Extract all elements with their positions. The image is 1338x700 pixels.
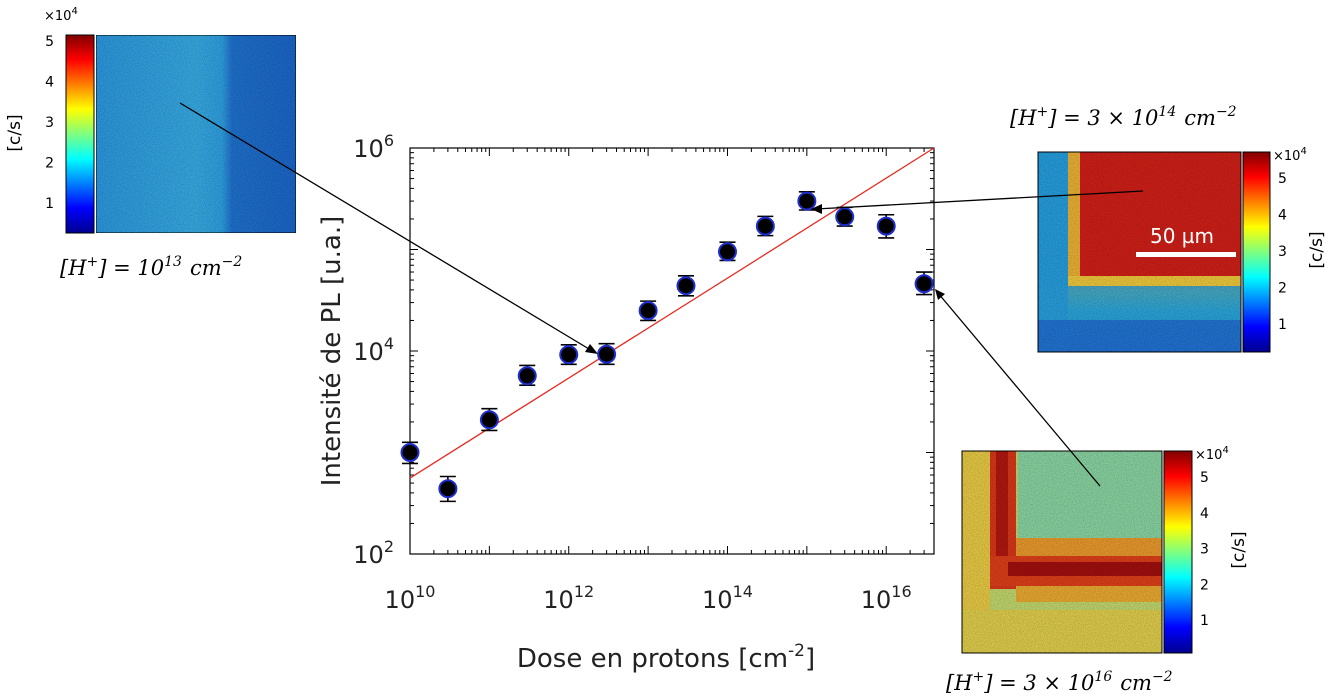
- marker: [914, 274, 934, 294]
- data-point: [517, 364, 537, 387]
- marker: [597, 344, 617, 364]
- colorbar-tick-label: 4: [1278, 208, 1287, 224]
- marker: [676, 276, 696, 296]
- arrowhead-left: [585, 344, 598, 354]
- x-axis-label: Dose en protons [cm-2]: [517, 641, 815, 674]
- arrow-right-bottom-inset: [937, 292, 1101, 487]
- colorbar-tick-label: 4: [45, 75, 54, 91]
- y-axis-label: Intensité de PL [u.a.]: [317, 216, 347, 486]
- x-tick-label: 1014: [702, 582, 753, 614]
- colorbar-tick-label: 5: [45, 34, 54, 50]
- colorbar-tick-label: 5: [1278, 171, 1287, 187]
- data-point: [797, 191, 817, 211]
- data-point: [438, 475, 458, 503]
- x-tick-label: 1012: [543, 582, 594, 614]
- inset-right-bottom-multiplier: ×104: [1195, 445, 1229, 463]
- inset-left-colorbar-ticks: 5 4 3 2 1: [45, 34, 54, 212]
- data-point: [638, 300, 658, 322]
- inset-left-image: [95, 34, 297, 234]
- inset-left-colorbar: [65, 34, 95, 234]
- tick-marks: [409, 147, 935, 555]
- main-plot: 1010 1012 1014 1016 102 104 106 Dose en proton…: [317, 131, 935, 674]
- marker: [876, 216, 896, 236]
- inset-right-bottom-colorbar-ticks: 5 4 3 2 1: [1200, 470, 1209, 629]
- inset-right-top: [H+] = 3 × 1014 cm−2 50 µm ×104 5 4 3 2 1 [c/…: [1010, 104, 1327, 353]
- scale-bar-label: 50 µm: [1150, 224, 1214, 248]
- data-point: [479, 407, 499, 432]
- colorbar-tick-label: 2: [1278, 281, 1287, 297]
- connector-arrows: [179, 102, 1144, 487]
- marker: [400, 443, 420, 462]
- data-point: [835, 206, 855, 227]
- colorbar-tick-label: 2: [45, 156, 54, 172]
- data-point: [559, 344, 579, 366]
- y-tick-label: 106: [353, 131, 394, 163]
- data-point: [755, 215, 775, 237]
- inset-right-top-multiplier: ×104: [1273, 146, 1307, 164]
- scale-bar: [1136, 252, 1236, 257]
- inset-right-top-caption: [H+] = 3 × 1014 cm−2: [1010, 104, 1237, 130]
- x-tick-label: 1010: [385, 582, 436, 614]
- marker: [835, 207, 855, 227]
- inset-right-bottom: ×104 5 4 3 2 1 [c/s] [H+] = 3 × 1016 cm−2: [946, 445, 1249, 695]
- arrow-left-inset: [179, 102, 595, 353]
- inset-right-bottom-image: [962, 451, 1162, 653]
- colorbar-tick-label: 3: [1200, 542, 1209, 558]
- marker: [438, 479, 458, 499]
- data-point: [717, 241, 737, 262]
- colorbar-tick-label: 5: [1200, 470, 1209, 486]
- marker: [755, 216, 775, 236]
- inset-left-multiplier: ×104: [44, 6, 78, 24]
- marker: [717, 242, 737, 262]
- y-tick-label: 104: [353, 334, 394, 366]
- marker: [638, 301, 658, 321]
- arrowhead-right-top: [811, 204, 822, 214]
- inset-right-bottom-colorbar-label: [c/s]: [1229, 531, 1249, 568]
- inset-left: ×104 5 4 3 2 1 [c/s] [H+] = 1013 cm−2: [5, 6, 297, 280]
- inset-right-top-colorbar-ticks: 5 4 3 2 1: [1278, 171, 1287, 333]
- data-points-layer: [400, 191, 934, 503]
- arrowhead-right-bottom: [935, 289, 945, 300]
- inset-right-top-colorbar-label: [c/s]: [1307, 231, 1327, 268]
- inset-right-bottom-caption: [H+] = 3 × 1016 cm−2: [946, 669, 1173, 695]
- colorbar-tick-label: 1: [1278, 317, 1287, 333]
- inset-left-colorbar-label: [c/s]: [5, 114, 25, 151]
- marker: [797, 191, 817, 211]
- colorbar-tick-label: 2: [1200, 577, 1209, 593]
- colorbar-tick-label: 3: [1278, 244, 1287, 260]
- data-point: [914, 271, 934, 296]
- marker: [559, 345, 579, 365]
- inset-right-top-colorbar: [1242, 151, 1271, 353]
- tick-labels-layer: 1010 1012 1014 1016 102 104 106: [353, 131, 911, 614]
- arrow-right-top-inset: [815, 190, 1144, 210]
- marker: [479, 410, 499, 430]
- colorbar-tick-label: 1: [1200, 613, 1209, 629]
- inset-right-bottom-colorbar: [1163, 450, 1193, 654]
- data-point: [676, 275, 696, 297]
- data-point: [876, 213, 896, 239]
- data-point: [400, 441, 420, 465]
- marker: [517, 366, 537, 386]
- data-point: [597, 342, 617, 366]
- x-tick-label: 1016: [861, 582, 912, 614]
- inset-left-caption: [H+] = 1013 cm−2: [60, 254, 242, 280]
- colorbar-tick-label: 1: [45, 196, 54, 212]
- colorbar-tick-label: 3: [45, 115, 54, 131]
- y-tick-label: 102: [353, 537, 394, 569]
- colorbar-tick-label: 4: [1200, 506, 1209, 522]
- axes-box: [409, 147, 935, 555]
